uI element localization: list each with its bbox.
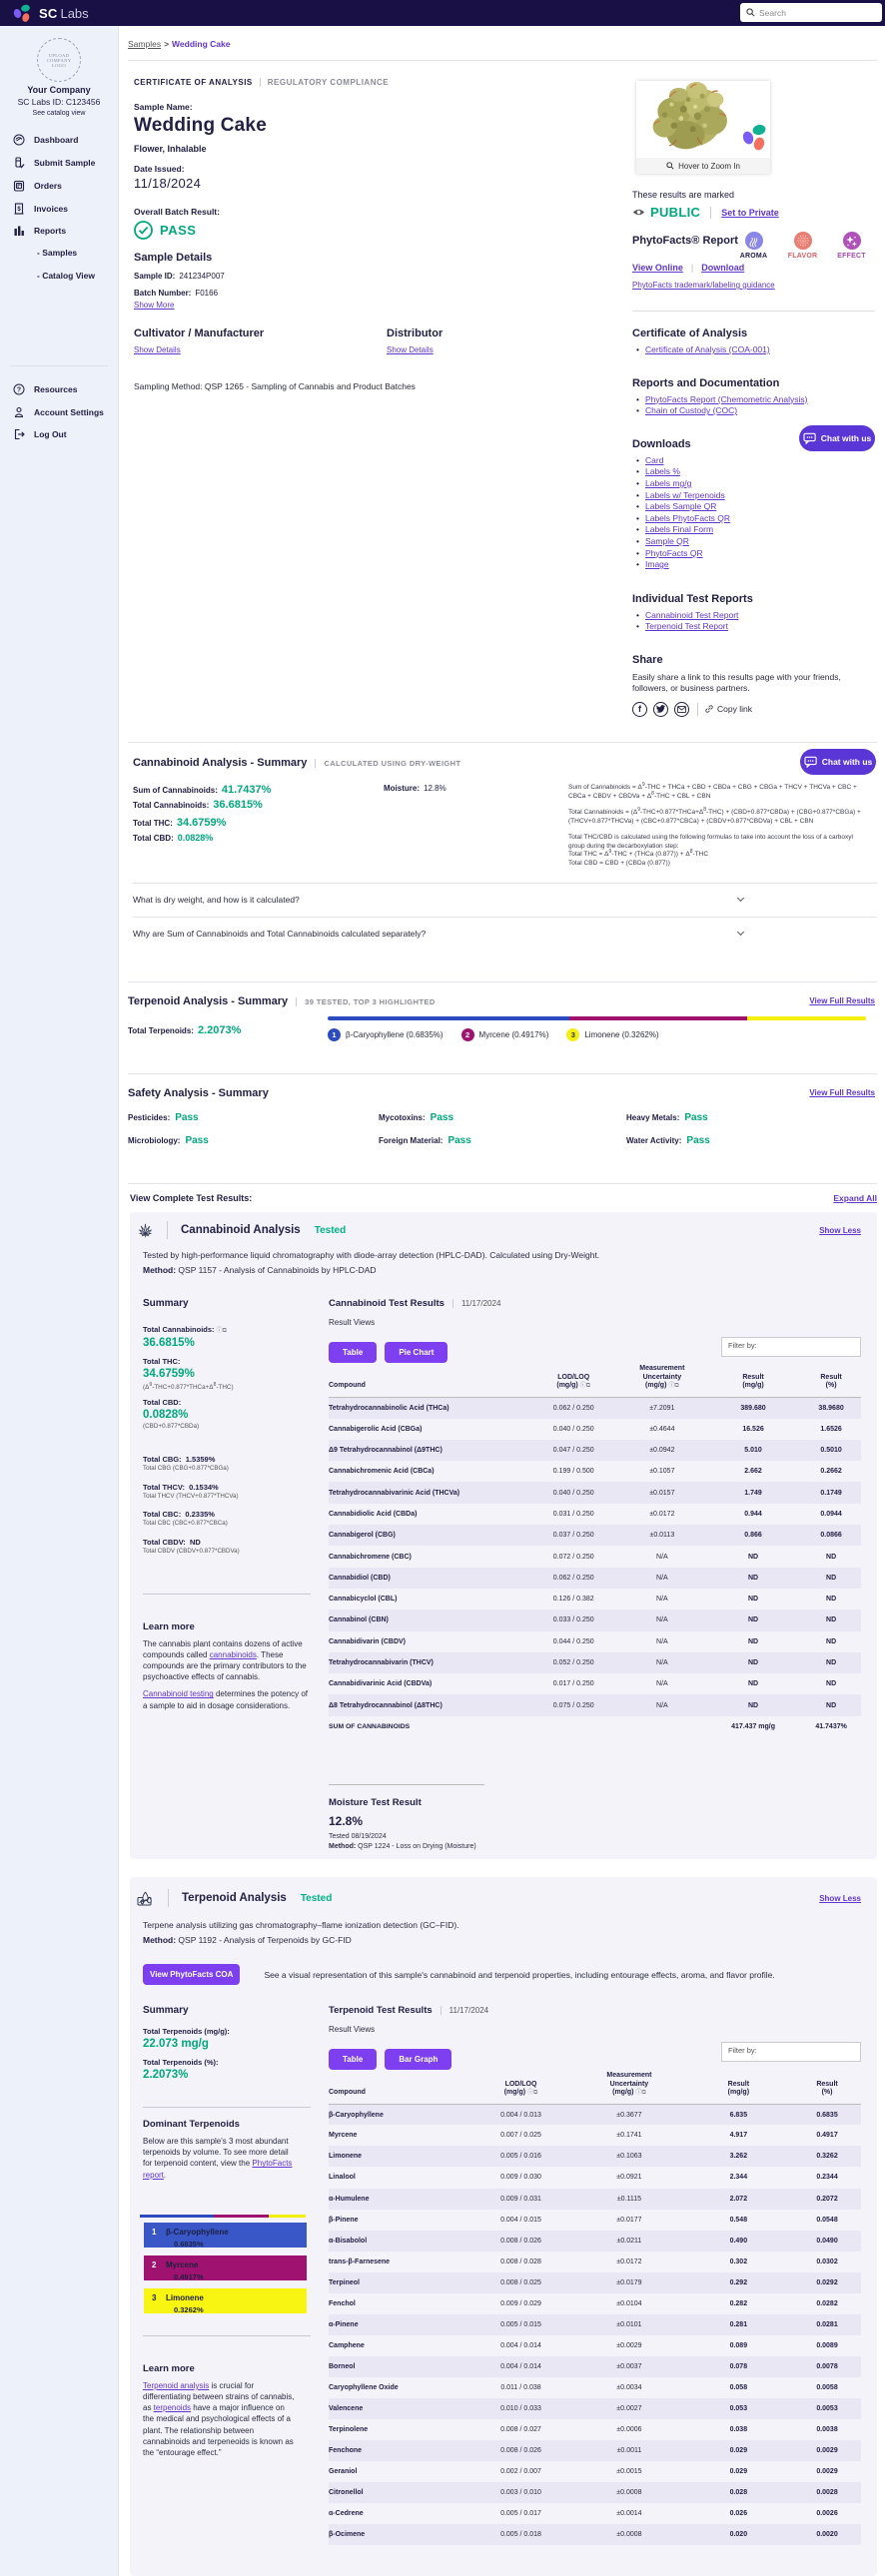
svg-text:$: $ xyxy=(17,207,21,213)
svg-text:?: ? xyxy=(17,386,21,393)
